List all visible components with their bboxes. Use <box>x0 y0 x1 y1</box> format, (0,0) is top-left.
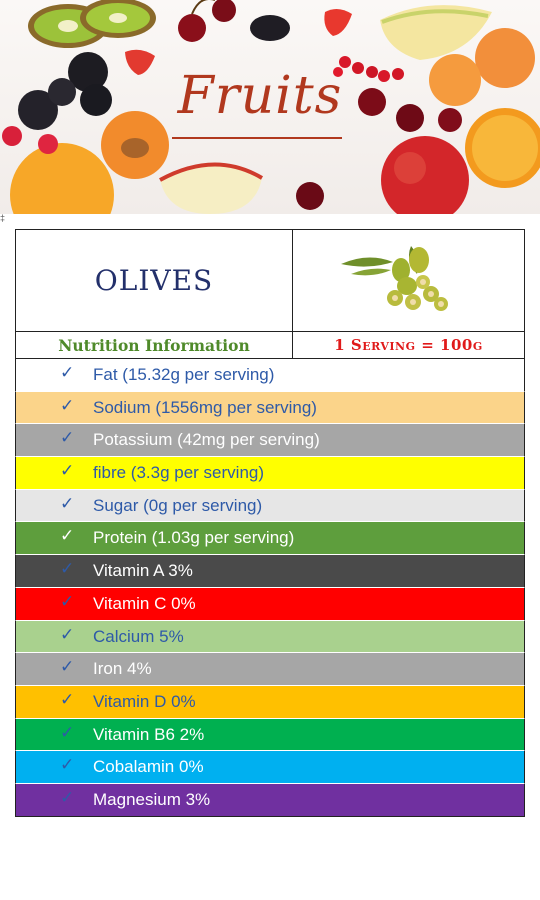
nutrient-label: Vitamin C 0% <box>93 593 196 613</box>
table-header-row: OLIVES <box>15 229 525 331</box>
fruit-banner: Fruits <box>0 0 540 214</box>
nutrient-label: Fat (15.32g per serving) <box>93 365 275 384</box>
nutrient-row: ✓ Vitamin D 0% <box>15 685 525 719</box>
nutrient-label: Sugar (0g per serving) <box>93 495 263 515</box>
nutrient-row: ✓ Sodium (1556mg per serving) <box>15 391 525 425</box>
nutrient-row: ✓ Vitamin A 3% <box>15 555 525 588</box>
serving-size-label: 1 Serving = 100g <box>334 336 483 354</box>
nutrient-label: Protein (1.03g per serving) <box>93 528 295 548</box>
nutrient-label: Calcium 5% <box>93 626 184 646</box>
fruit-banner-image <box>2 0 540 214</box>
nutrient-rows: ✓ Fat (15.32g per serving) ✓ Sodium (1556mg… <box>15 359 525 817</box>
nutrient-row: ✓ Calcium 5% <box>15 620 525 654</box>
nutrient-row: ✓ Vitamin B6 2% <box>15 718 525 752</box>
checkmark-icon: ✓ <box>60 722 75 743</box>
nutrient-row: ✓ Cobalamin 0% <box>15 751 525 784</box>
food-name-cell: OLIVES <box>16 230 293 331</box>
nutrition-table: OLIVES Nutrition Information 1 <box>15 229 525 817</box>
nutrient-row: ✓ fibre (3.3g per serving) <box>15 457 525 490</box>
nutrient-row: ✓ Fat (15.32g per serving) <box>15 359 525 392</box>
checkmark-icon: ✓ <box>60 657 75 678</box>
checkmark-icon: ✓ <box>60 428 75 449</box>
nutrient-row: ✓ Iron 4% <box>15 653 525 686</box>
nutrient-row: ✓ Vitamin C 0% <box>15 587 525 621</box>
checkmark-icon: ✓ <box>60 689 75 710</box>
nutrient-label: fibre (3.3g per serving) <box>93 463 265 483</box>
checkmark-icon: ✓ <box>60 787 75 808</box>
nutrient-label: Sodium (1556mg per serving) <box>93 397 317 417</box>
checkmark-icon: ✓ <box>60 363 75 383</box>
serving-info-row: Nutrition Information 1 Serving = 100g <box>15 331 525 359</box>
food-name: OLIVES <box>94 264 214 297</box>
checkmark-icon: ✓ <box>60 526 75 547</box>
nutrient-row: ✓ Protein (1.03g per serving) <box>15 522 525 556</box>
checkmark-icon: ✓ <box>60 395 75 416</box>
nutrient-label: Vitamin A 3% <box>93 561 193 581</box>
checkmark-icon: ✓ <box>60 493 75 514</box>
checkmark-icon: ✓ <box>60 755 75 776</box>
olives-image <box>341 246 448 311</box>
checkmark-icon: ✓ <box>60 461 75 482</box>
checkmark-icon: ✓ <box>60 624 75 645</box>
nutrient-label: Iron 4% <box>93 659 152 679</box>
nutrient-label: Cobalamin 0% <box>93 757 204 777</box>
banner-title: Fruits <box>177 66 343 126</box>
nutrient-label: Vitamin D 0% <box>93 691 196 711</box>
nutrient-row: ✓ Potassium (42mg per serving) <box>15 424 525 458</box>
nutrient-row: ✓ Sugar (0g per serving) <box>15 489 525 523</box>
nutrition-info-label: Nutrition Information <box>16 332 293 358</box>
nutrient-label: Potassium (42mg per serving) <box>93 430 320 450</box>
table-move-handle[interactable]: ‡ <box>0 213 6 223</box>
checkmark-icon: ✓ <box>60 559 75 580</box>
nutrient-label: Magnesium 3% <box>93 789 211 809</box>
nutrient-label: Vitamin B6 2% <box>93 724 205 744</box>
food-image-cell <box>293 230 524 331</box>
checkmark-icon: ✓ <box>60 591 75 612</box>
nutrient-row: ✓ Magnesium 3% <box>15 783 525 817</box>
